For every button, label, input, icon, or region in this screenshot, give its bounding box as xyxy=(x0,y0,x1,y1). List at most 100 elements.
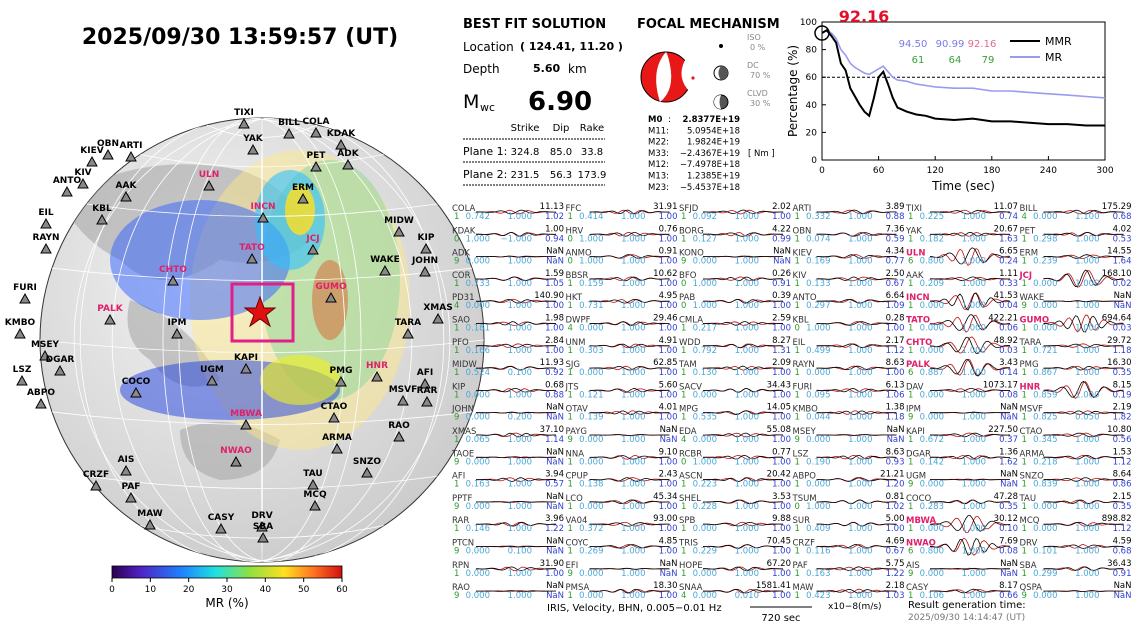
waveform xyxy=(589,321,670,326)
waveform xyxy=(589,231,670,237)
station-cell: DGAR 1.36 1 0.142 1.000 1.62 xyxy=(906,447,1018,467)
fit-stat: 1 xyxy=(681,569,686,579)
meridian xyxy=(40,118,451,562)
fit-stat: 1.000 xyxy=(962,301,986,311)
waveform xyxy=(816,388,897,393)
iso-icon xyxy=(719,44,723,48)
fit-stat: 0.100 xyxy=(508,368,532,378)
fit-stat: 1 xyxy=(568,591,573,601)
fit-stat: 1 xyxy=(568,502,573,512)
waveform xyxy=(703,298,783,304)
station-cell: COLA 11.13 1 0.742 1.000 1.02 xyxy=(452,202,564,222)
station-cell: COCO 47.28 1 0.283 1.000 0.35 xyxy=(906,492,1018,512)
fit-stat: 0.000 xyxy=(579,324,603,334)
waveform xyxy=(1043,521,1124,527)
amplitude: 7.36 xyxy=(886,224,905,234)
fit-stat: 0.68 xyxy=(1113,212,1132,222)
fit-stat: 1 xyxy=(681,547,686,557)
fit-stat: 0 xyxy=(795,324,800,334)
fit-stat: 1.00 xyxy=(659,547,678,557)
fit-stat: 1.000 xyxy=(1075,480,1099,490)
fit-stat: 1 xyxy=(795,457,800,467)
tensor-label: M13: xyxy=(648,172,669,182)
station-label: UGM xyxy=(200,365,224,375)
station-label: YAK xyxy=(242,134,264,144)
waveform xyxy=(929,388,1010,393)
fit-stat: 0.04 xyxy=(999,301,1018,311)
fit-stat: 0.000 xyxy=(920,346,944,356)
station-marker xyxy=(257,211,269,223)
section-title: BEST FIT SOLUTION xyxy=(463,17,606,32)
station-cell: PET 4.02 1 0.298 1.000 0.53 xyxy=(1020,224,1132,244)
fit-stat: 0.050 xyxy=(1075,413,1099,423)
amplitude: 2.02 xyxy=(772,202,791,212)
waveform xyxy=(1043,315,1124,333)
amplitude: 5.00 xyxy=(886,514,905,524)
station-name: ARMA xyxy=(1020,449,1045,459)
station-name: SHEL xyxy=(679,494,701,504)
station-label: KAPI xyxy=(234,353,258,363)
amplitude: 3.53 xyxy=(772,492,791,502)
x-tick-label: 240 xyxy=(1040,166,1057,176)
fit-stat: 1.000 xyxy=(508,502,532,512)
station-cell: CPUP 2.43 1 0.138 1.000 1.00 xyxy=(566,470,678,490)
station-marker xyxy=(125,491,137,503)
station-marker xyxy=(96,213,108,225)
station-name: BILL xyxy=(1020,204,1038,214)
fit-stat: 0.731 xyxy=(579,301,603,311)
fit-stat: 1.00 xyxy=(659,324,678,334)
fit-stat: 0.229 xyxy=(693,547,717,557)
waveform xyxy=(929,514,1011,532)
y-tick-label: 0 xyxy=(811,156,817,166)
waveform xyxy=(589,455,670,460)
waveform xyxy=(929,499,1011,505)
station-name: MAW xyxy=(793,583,815,593)
fit-stat: 9 xyxy=(454,591,459,601)
fit-stat: 1 xyxy=(568,279,573,289)
fit-stat: 1.62 xyxy=(999,457,1018,467)
fit-stat: 1.05 xyxy=(545,279,564,289)
fit-stat: 1.000 xyxy=(621,502,645,512)
fit-stat: 1.000 xyxy=(962,346,986,356)
station-name: SJG xyxy=(566,360,581,370)
amplitude: NaN xyxy=(660,425,678,435)
station-name: PTCN xyxy=(452,539,474,549)
amplitude: 21.21 xyxy=(880,470,904,480)
fit-stat: 0.101 xyxy=(1033,547,1057,557)
fit-stat: 1.000 xyxy=(508,212,532,222)
station-name: JCJ xyxy=(1019,271,1033,281)
waveform xyxy=(589,544,670,549)
fit-stat: 0 xyxy=(681,457,686,467)
station-name: ANTO xyxy=(793,293,817,303)
fit-stat: 0 xyxy=(568,234,573,244)
amplitude: 37.10 xyxy=(540,425,564,435)
fit-stat: 1.000 xyxy=(621,257,645,267)
fit-stat: 0.121 xyxy=(579,390,603,400)
y-tick-label: 20 xyxy=(806,128,818,138)
waveform xyxy=(1043,209,1124,215)
fit-stat: NaN xyxy=(546,502,564,512)
station-name: KONO xyxy=(679,249,704,259)
waveform xyxy=(589,232,670,237)
station-cell: JCJ 168.10 1 0.000 1.000 0.02 xyxy=(1019,269,1132,289)
station-cell: SHEL 3.53 1 0.228 1.000 1.00 xyxy=(679,492,791,512)
waveform xyxy=(1043,499,1124,505)
fit-stat: NaN xyxy=(773,257,791,267)
waveform xyxy=(702,521,783,527)
station-cell: CTAO 10.80 1 0.345 1.000 0.56 xyxy=(1020,425,1132,445)
amplitude: 1073.17 xyxy=(983,380,1018,390)
station-label: MAW xyxy=(137,509,163,519)
amplitude: 227.50 xyxy=(988,425,1018,435)
fit-stat: 1.000 xyxy=(621,569,645,579)
station-marker xyxy=(16,374,28,386)
fit-stat: 1 xyxy=(1022,234,1027,244)
fit-stat: 0.000 xyxy=(466,257,490,267)
amplitude: 93.00 xyxy=(653,514,677,524)
fit-stat: 1.000 xyxy=(848,279,872,289)
amplitude: 3.94 xyxy=(545,470,564,480)
station-cell: VA04 93.00 1 0.372 1.000 1.00 xyxy=(566,514,678,534)
station-label: CASY xyxy=(208,513,235,523)
fit-stat: 1.000 xyxy=(1075,301,1099,311)
station-cell: KIV 2.50 1 0.133 1.000 0.67 xyxy=(793,269,905,289)
tensor-label: M23: xyxy=(648,183,669,193)
